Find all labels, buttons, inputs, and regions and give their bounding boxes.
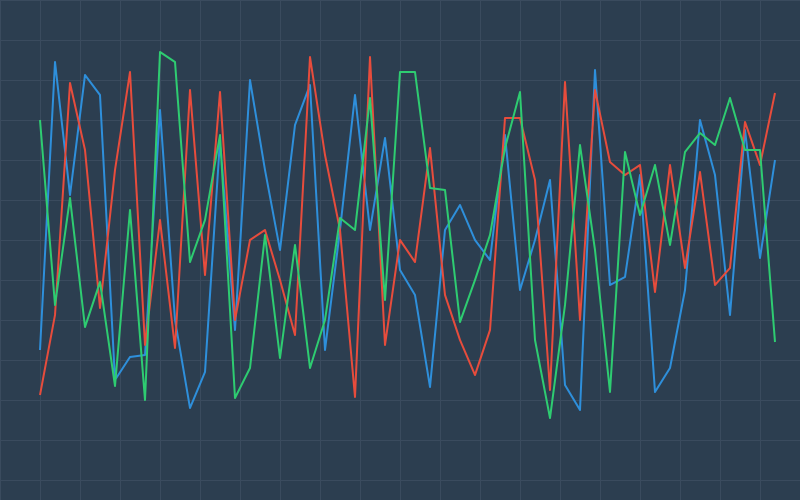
series-line [39,61,776,411]
series-line [39,51,776,419]
series-line [39,56,776,398]
